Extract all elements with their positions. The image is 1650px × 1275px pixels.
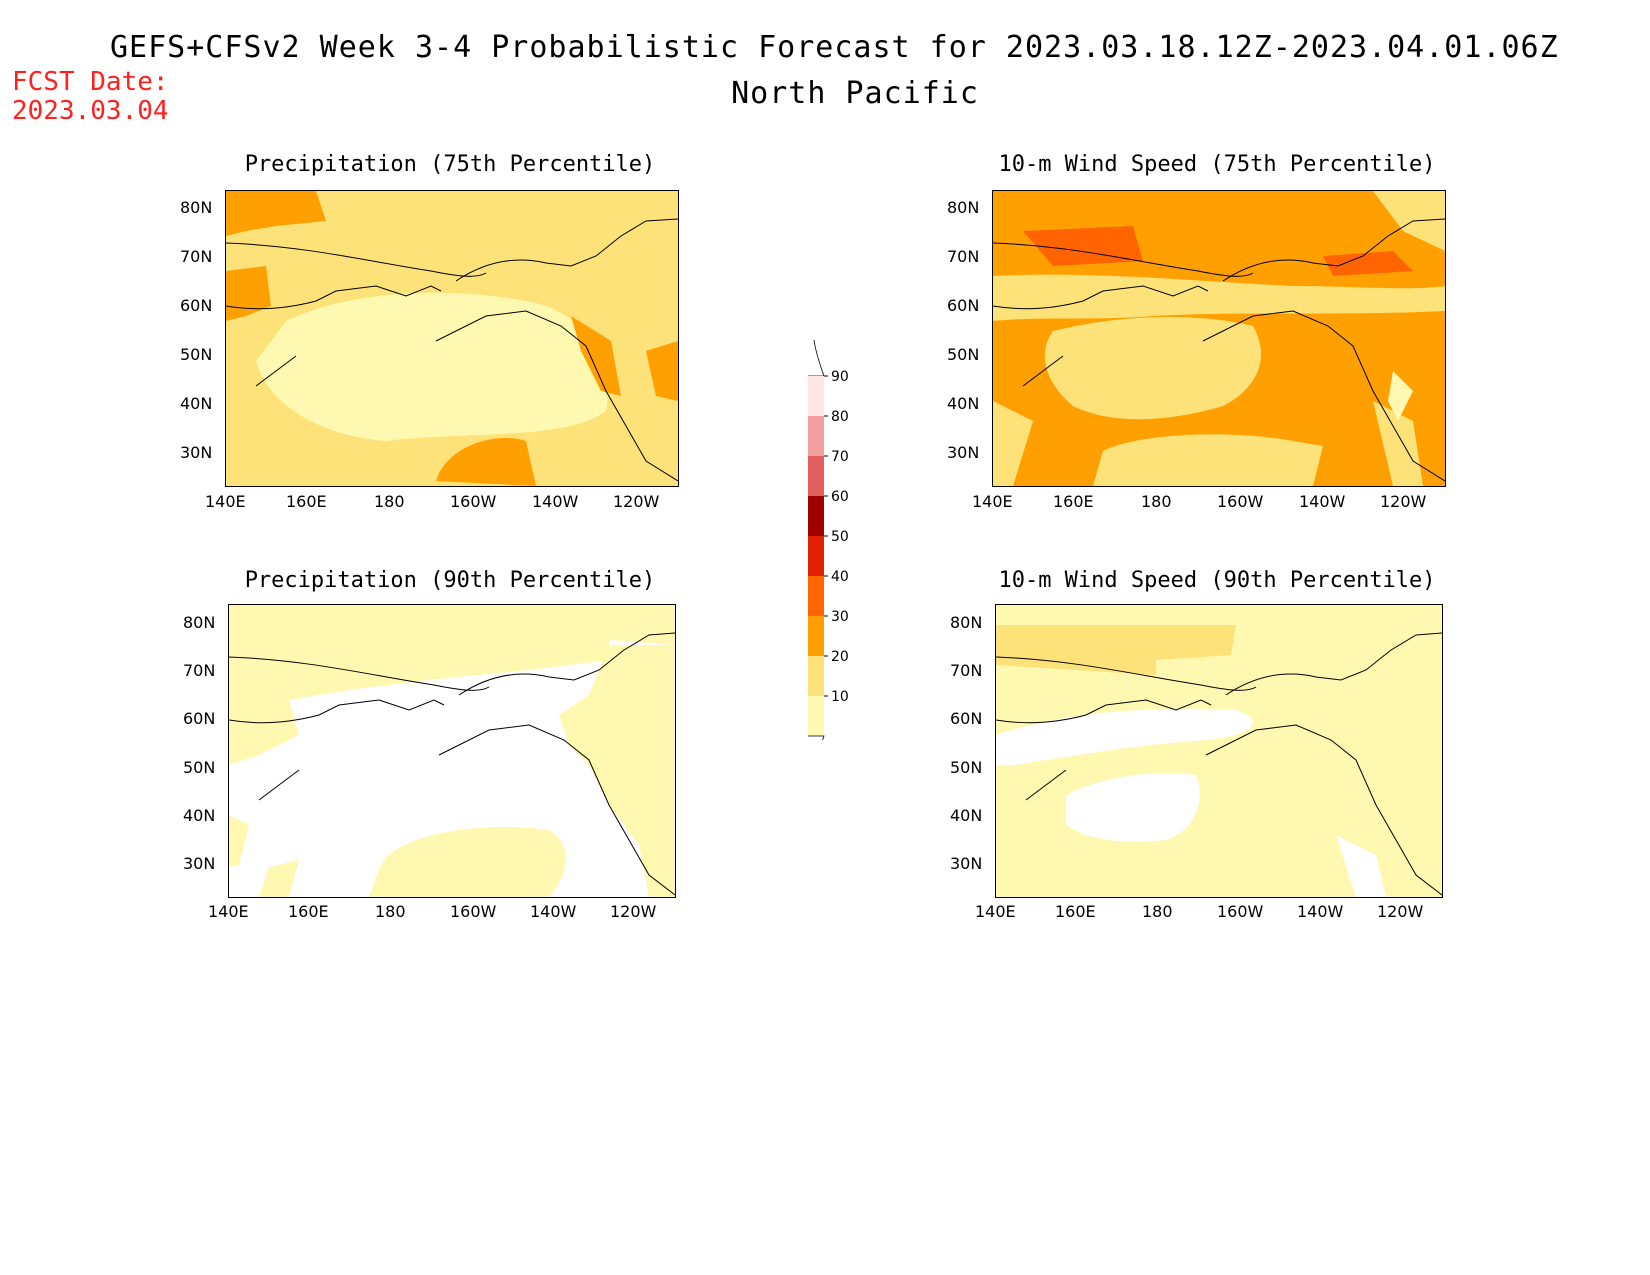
lon-tick: 140W [532,492,579,511]
colorbar-svg: 90 80 70 60 50 40 30 20 10 [808,339,849,773]
lon-tick: 120W [1377,902,1424,921]
lat-tick: 30N [183,854,216,873]
lon-tick: 140W [1299,492,1346,511]
lon-tick: 160E [286,492,327,511]
lon-tick: 160E [288,902,329,921]
lon-tick: 140W [530,902,577,921]
colorbar-top-cap [808,339,825,377]
lat-tick: 40N [180,394,213,413]
colorbar-swatch [808,496,824,536]
colorbar-label: 70 [831,449,849,465]
lat-tick: 80N [947,198,980,217]
lat-tick: 40N [947,394,980,413]
colorbar-label: 20 [831,649,849,665]
colorbar: 90 80 70 60 50 40 30 20 10 [808,339,888,773]
figure-subtitle: North Pacific [731,76,979,111]
lat-tick: 60N [947,296,980,315]
lon-tick: 160E [1053,492,1094,511]
colorbar-swatch [808,536,824,576]
forecast-date-label: FCST Date: [12,67,169,97]
colorbar-label: 90 [831,369,849,385]
panel-title: Precipitation (75th Percentile) [244,152,656,177]
map-precip-90 [228,604,676,898]
lon-tick: 140E [975,902,1016,921]
lat-tick: 80N [950,613,983,632]
panel-title: 10-m Wind Speed (90th Percentile) [998,568,1436,593]
lat-tick: 50N [183,758,216,777]
lat-tick: 50N [947,345,980,364]
lon-tick: 160W [450,492,497,511]
lon-tick: 140E [972,492,1013,511]
lon-tick: 180 [375,902,406,921]
lon-tick: 140E [205,492,246,511]
lat-tick: 60N [950,709,983,728]
lon-tick: 120W [613,492,660,511]
colorbar-label: 60 [831,489,849,505]
colorbar-swatch [808,656,824,696]
lon-tick: 160E [1055,902,1096,921]
panel-title: 10-m Wind Speed (75th Percentile) [998,152,1436,177]
lat-tick: 60N [180,296,213,315]
lon-tick: 120W [1380,492,1427,511]
lon-tick: 180 [374,492,405,511]
colorbar-swatch [808,376,824,416]
map-wind-90 [995,604,1443,898]
colorbar-label: 50 [831,529,849,545]
figure-title: GEFS+CFSv2 Week 3-4 Probabilistic Foreca… [110,30,1559,65]
lon-tick: 140E [208,902,249,921]
map-precip-75 [225,190,679,487]
lon-tick: 160W [1217,492,1264,511]
lat-tick: 40N [183,806,216,825]
colorbar-swatch [808,576,824,616]
lon-tick: 180 [1142,902,1173,921]
lat-tick: 50N [950,758,983,777]
lon-tick: 160W [1217,902,1264,921]
forecast-date-value: 2023.03.04 [12,96,169,126]
lat-tick: 70N [183,661,216,680]
colorbar-label: 40 [831,569,849,585]
lat-tick: 40N [950,806,983,825]
lon-tick: 140W [1297,902,1344,921]
colorbar-label: 30 [831,609,849,625]
map-wind-75 [992,190,1446,487]
lon-tick: 120W [610,902,657,921]
colorbar-swatch [808,616,824,656]
lat-tick: 80N [183,613,216,632]
panel-title: Precipitation (90th Percentile) [244,568,656,593]
colorbar-label: 80 [831,409,849,425]
lat-tick: 80N [180,198,213,217]
lat-tick: 60N [183,709,216,728]
lat-tick: 50N [180,345,213,364]
lon-tick: 160W [450,902,497,921]
lat-tick: 70N [947,247,980,266]
lon-tick: 180 [1141,492,1172,511]
colorbar-swatch [808,696,824,736]
lat-tick: 30N [947,443,980,462]
colorbar-label: 10 [831,689,849,705]
lat-tick: 70N [180,247,213,266]
colorbar-bottom-cap [808,735,825,773]
colorbar-swatch [808,456,824,496]
lat-tick: 70N [950,661,983,680]
lat-tick: 30N [950,854,983,873]
lat-tick: 30N [180,443,213,462]
forecast-date-block: FCST Date: 2023.03.04 [12,68,169,126]
colorbar-swatch [808,416,824,456]
